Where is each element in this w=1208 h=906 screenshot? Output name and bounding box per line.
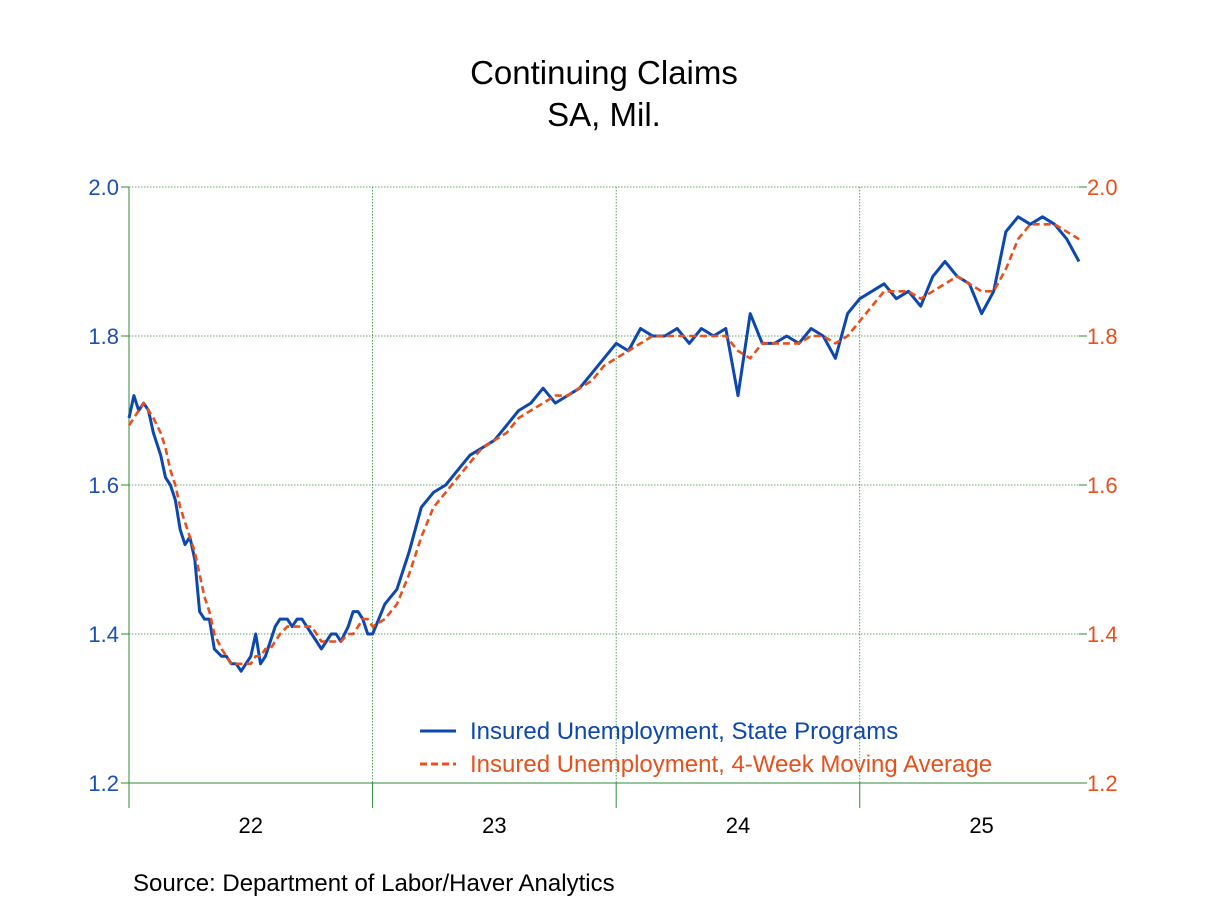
y-tick-label-right: 1.2 — [1087, 771, 1118, 796]
y-tick-label-right: 2.0 — [1087, 175, 1118, 200]
y-tick-label-left: 1.6 — [88, 473, 119, 498]
y-tick-label-left: 2.0 — [88, 175, 119, 200]
chart-subtitle: SA, Mil. — [547, 96, 661, 133]
y-tick-label-left: 1.2 — [88, 771, 119, 796]
y-tick-label-right: 1.8 — [1087, 324, 1118, 349]
x-tick-label: 23 — [482, 813, 506, 838]
x-tick-label: 24 — [726, 813, 750, 838]
x-tick-label: 25 — [969, 813, 993, 838]
y-tick-label-left: 1.4 — [88, 622, 119, 647]
legend-label: Insured Unemployment, State Programs — [470, 718, 898, 745]
y-tick-label-right: 1.6 — [1087, 473, 1118, 498]
y-tick-label-left: 1.8 — [88, 324, 119, 349]
chart-title: Continuing Claims — [470, 54, 738, 91]
y-tick-label-right: 1.4 — [1087, 622, 1118, 647]
series-line-moving-average — [127, 223, 1080, 666]
legend-label: Insured Unemployment, 4-Week Moving Aver… — [470, 751, 992, 778]
x-tick-label: 22 — [239, 813, 263, 838]
source-note: Source: Department of Labor/Haver Analyt… — [133, 870, 615, 897]
series-line-state-programs — [127, 215, 1081, 673]
